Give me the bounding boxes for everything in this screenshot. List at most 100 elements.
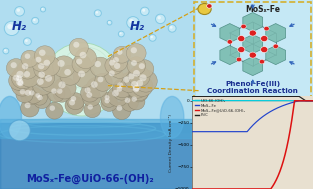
Circle shape	[241, 24, 246, 29]
Circle shape	[128, 73, 135, 79]
Circle shape	[198, 4, 211, 15]
Circle shape	[25, 87, 42, 104]
Circle shape	[38, 63, 44, 69]
Circle shape	[132, 76, 153, 96]
Circle shape	[207, 4, 212, 8]
Circle shape	[113, 79, 132, 98]
Circle shape	[113, 57, 119, 63]
Circle shape	[131, 60, 137, 66]
Circle shape	[29, 90, 34, 95]
Circle shape	[35, 93, 40, 98]
Circle shape	[107, 20, 112, 25]
Text: H₂: H₂	[12, 20, 27, 33]
Circle shape	[38, 71, 45, 78]
Circle shape	[142, 9, 145, 12]
Bar	[0, 119, 196, 138]
Circle shape	[58, 60, 65, 67]
Circle shape	[13, 75, 19, 81]
Circle shape	[4, 49, 6, 51]
Bar	[0, 123, 196, 189]
Circle shape	[16, 86, 33, 103]
Circle shape	[85, 87, 91, 93]
Circle shape	[6, 59, 26, 77]
Circle shape	[75, 48, 96, 69]
Circle shape	[44, 43, 120, 116]
Circle shape	[7, 24, 13, 29]
Circle shape	[32, 74, 54, 95]
Text: MoSₓ-Fe: MoSₓ-Fe	[245, 5, 280, 14]
Circle shape	[238, 46, 245, 53]
Circle shape	[135, 70, 157, 92]
Circle shape	[227, 40, 233, 44]
Circle shape	[37, 95, 43, 100]
Circle shape	[264, 26, 269, 31]
Circle shape	[86, 77, 108, 98]
Circle shape	[9, 71, 28, 90]
Circle shape	[133, 86, 139, 92]
Circle shape	[25, 103, 30, 108]
Circle shape	[249, 52, 256, 58]
Circle shape	[116, 105, 122, 111]
Circle shape	[12, 72, 32, 91]
Circle shape	[109, 54, 127, 71]
Circle shape	[133, 85, 140, 91]
Circle shape	[108, 21, 110, 23]
Circle shape	[20, 89, 25, 94]
Circle shape	[105, 57, 124, 74]
Circle shape	[97, 77, 104, 82]
Circle shape	[33, 92, 51, 108]
Circle shape	[118, 31, 124, 37]
Circle shape	[21, 86, 40, 105]
Circle shape	[124, 70, 144, 89]
Circle shape	[133, 70, 140, 77]
Circle shape	[109, 60, 115, 66]
Circle shape	[128, 82, 149, 102]
Circle shape	[80, 84, 100, 102]
Circle shape	[31, 53, 50, 71]
Circle shape	[47, 85, 65, 102]
Circle shape	[117, 82, 123, 88]
Circle shape	[39, 50, 46, 56]
Circle shape	[73, 67, 95, 88]
Ellipse shape	[0, 96, 22, 138]
Circle shape	[94, 73, 112, 91]
Circle shape	[136, 80, 143, 86]
Circle shape	[53, 56, 75, 77]
Circle shape	[23, 71, 30, 77]
Circle shape	[34, 46, 55, 66]
Circle shape	[157, 16, 161, 19]
Circle shape	[149, 34, 156, 41]
Circle shape	[101, 92, 117, 107]
Circle shape	[96, 11, 98, 14]
Circle shape	[128, 66, 150, 87]
Circle shape	[25, 90, 31, 96]
Circle shape	[32, 17, 39, 24]
Circle shape	[129, 19, 134, 23]
Circle shape	[112, 102, 131, 120]
Bar	[0, 0, 196, 132]
Circle shape	[73, 42, 80, 48]
Circle shape	[101, 95, 118, 111]
Circle shape	[110, 59, 130, 78]
Circle shape	[54, 77, 76, 99]
Circle shape	[15, 7, 24, 16]
Circle shape	[249, 30, 256, 36]
Circle shape	[11, 62, 17, 68]
Y-axis label: Current Density (mA cm⁻²): Current Density (mA cm⁻²)	[169, 114, 173, 172]
Circle shape	[238, 36, 245, 42]
Circle shape	[33, 19, 36, 21]
Circle shape	[17, 9, 20, 12]
Circle shape	[91, 81, 98, 88]
Circle shape	[4, 21, 19, 36]
Circle shape	[57, 88, 63, 94]
Circle shape	[34, 67, 55, 88]
Circle shape	[64, 69, 71, 75]
Circle shape	[25, 39, 28, 42]
Circle shape	[23, 38, 31, 45]
Circle shape	[135, 60, 154, 78]
Circle shape	[39, 56, 60, 76]
Circle shape	[105, 98, 110, 103]
Circle shape	[170, 26, 172, 29]
Circle shape	[42, 8, 43, 10]
Circle shape	[114, 63, 120, 69]
